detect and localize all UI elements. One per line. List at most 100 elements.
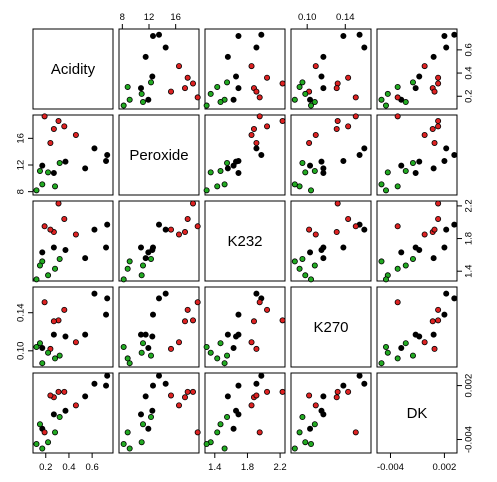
panel-k270-vs-k232	[203, 286, 286, 368]
data-point	[145, 425, 152, 432]
data-point	[52, 429, 59, 436]
data-point	[306, 392, 313, 399]
data-point	[72, 339, 79, 346]
data-point	[224, 53, 231, 60]
data-point	[61, 388, 68, 395]
data-point	[194, 429, 201, 436]
data-point	[224, 393, 231, 400]
data-point	[155, 295, 162, 302]
panel-acidity-vs-k232	[203, 28, 286, 110]
data-point	[103, 382, 110, 389]
data-point	[149, 382, 156, 389]
tick-label: 0.2	[464, 90, 475, 103]
data-point	[124, 429, 131, 436]
data-point	[104, 221, 111, 228]
data-point	[50, 318, 57, 325]
data-point	[340, 244, 347, 251]
data-point	[181, 85, 188, 92]
panel-frame	[290, 286, 372, 368]
tick-label: 16	[16, 133, 27, 144]
data-point	[55, 118, 62, 125]
data-point	[311, 167, 318, 174]
data-point	[221, 360, 228, 367]
data-point	[194, 299, 201, 306]
data-point	[147, 414, 154, 421]
data-point	[82, 331, 89, 338]
panel-frame	[376, 286, 458, 368]
data-point	[162, 380, 169, 387]
data-point	[91, 226, 98, 233]
data-point	[258, 31, 265, 38]
y-axis-dk: -0.004 0.002	[456, 374, 475, 453]
data-point	[429, 318, 436, 325]
data-point	[296, 265, 303, 272]
panel-dk-vs-peroxide	[118, 372, 201, 454]
data-point	[291, 445, 298, 452]
data-point	[36, 340, 43, 347]
data-point	[345, 74, 352, 81]
tick-label: 1.4	[208, 462, 221, 473]
data-point	[47, 226, 54, 233]
x-axis-dk: -0.004 0.002	[377, 452, 456, 473]
data-point	[253, 88, 260, 95]
data-point	[162, 226, 169, 233]
data-point	[36, 262, 43, 269]
data-point	[384, 90, 391, 97]
data-point	[435, 80, 442, 87]
data-point	[138, 349, 145, 356]
data-point	[221, 181, 228, 188]
tick-label: 0.2	[39, 462, 52, 473]
data-point	[194, 223, 201, 230]
data-point	[361, 145, 368, 152]
panel-frame	[376, 200, 458, 282]
data-point	[167, 226, 174, 233]
tick-label: -0.004	[464, 426, 475, 453]
panel-k270-vs-dk	[376, 286, 458, 368]
data-point	[394, 94, 401, 101]
tick-label: 12	[144, 12, 155, 23]
data-point	[217, 421, 224, 428]
data-point	[306, 139, 313, 146]
diagonal-panel-peroxide: Peroxide	[118, 114, 200, 196]
tick-label: 1.4	[464, 265, 475, 278]
data-point	[409, 159, 416, 166]
data-point	[340, 382, 347, 389]
data-point	[47, 392, 54, 399]
panel-k232-vs-peroxide	[118, 200, 201, 283]
data-point	[302, 90, 309, 97]
panel-dk-vs-acidity	[32, 372, 114, 454]
data-point	[435, 118, 442, 125]
data-point	[62, 333, 69, 340]
data-point	[296, 429, 303, 436]
data-point	[138, 90, 145, 97]
data-point	[189, 80, 196, 87]
data-point	[378, 258, 385, 265]
x-axis-acidity: 0.2 0.4 0.6	[39, 452, 99, 473]
data-point	[435, 74, 442, 81]
data-point	[394, 223, 401, 230]
data-point	[217, 340, 224, 347]
data-point	[394, 113, 401, 120]
data-point	[441, 157, 448, 164]
data-point	[214, 355, 221, 362]
data-point	[167, 392, 174, 399]
data-point	[175, 339, 182, 346]
data-point	[412, 169, 419, 176]
panel-k270-vs-acidity	[32, 286, 114, 368]
data-point	[36, 167, 43, 174]
data-point	[167, 345, 174, 352]
data-point	[320, 411, 327, 418]
data-point	[320, 85, 327, 92]
data-point	[33, 441, 40, 448]
data-point	[139, 262, 146, 269]
panel-frame	[290, 28, 372, 110]
data-point	[398, 249, 405, 256]
data-point	[384, 169, 391, 176]
data-point	[253, 380, 260, 387]
data-point	[253, 44, 260, 51]
data-point	[299, 79, 306, 86]
tick-label: 2.2	[464, 199, 475, 212]
x-axis-k270: 0.10 0.14	[298, 12, 355, 30]
panel-frame	[118, 28, 200, 110]
data-point	[398, 344, 405, 351]
